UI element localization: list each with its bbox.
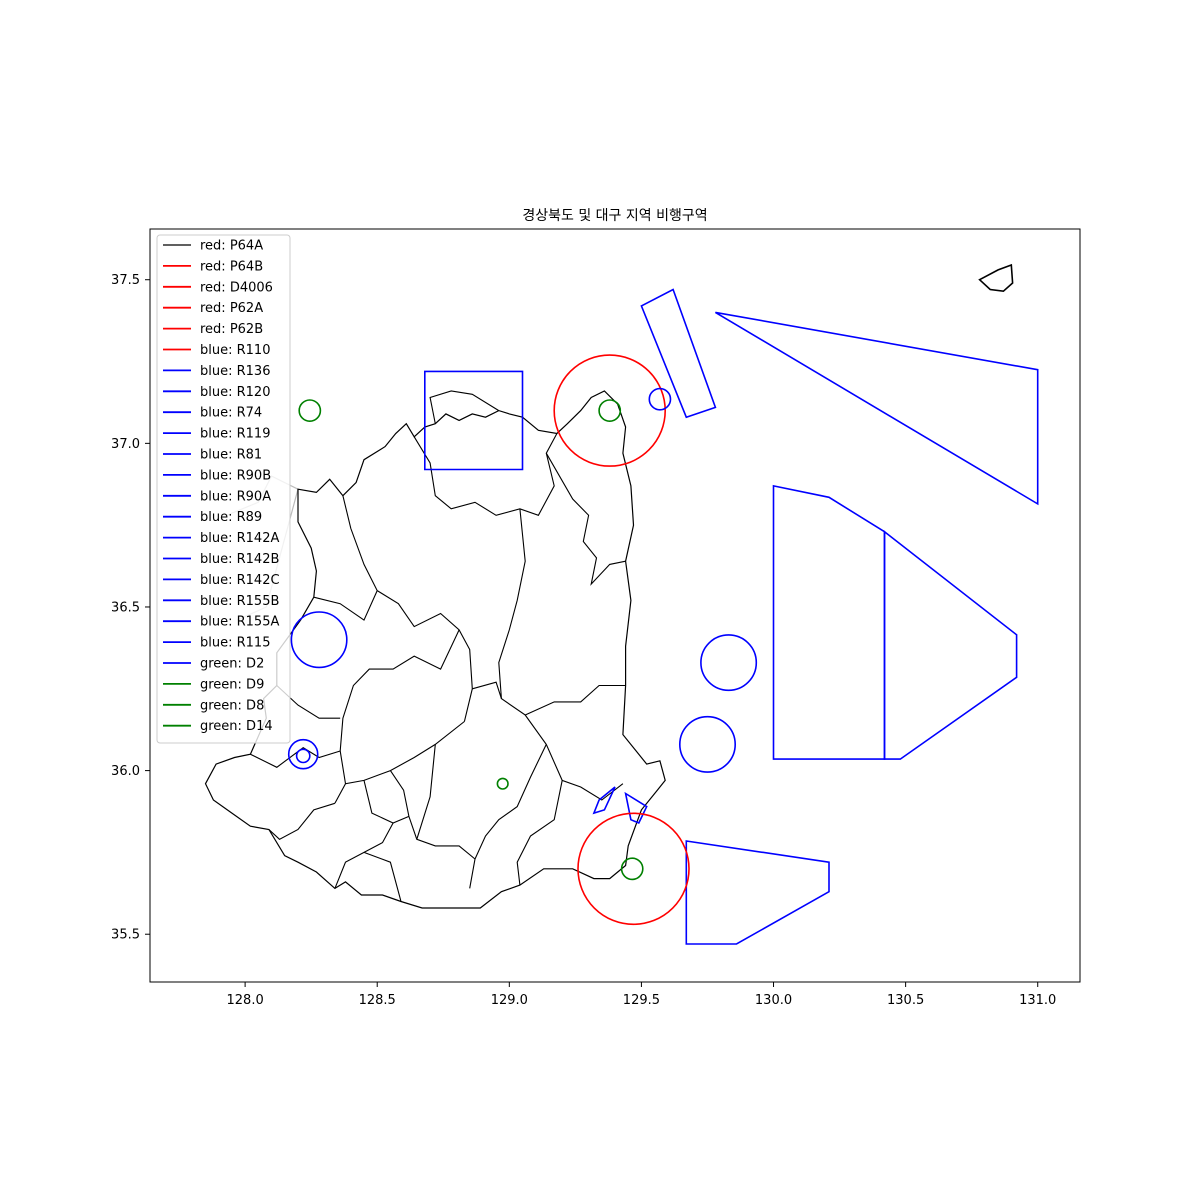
blue-zone-circle xyxy=(678,715,736,773)
district-boundary xyxy=(363,780,410,824)
green-zone-circle xyxy=(620,857,644,881)
y-tick-label: 37.5 xyxy=(111,273,140,288)
y-tick-label: 35.5 xyxy=(111,928,140,943)
blue-zone-polygon xyxy=(685,840,830,945)
legend-label: red: P62B xyxy=(200,322,263,337)
blue-zone-polygon xyxy=(423,370,524,471)
legend-label: green: D9 xyxy=(200,677,264,692)
blue-zone-circle xyxy=(295,748,311,764)
legend-label: red: P64A xyxy=(200,239,263,254)
legend-label: blue: R120 xyxy=(200,385,270,400)
flight-zones xyxy=(287,263,1039,945)
legend-label: blue: R155A xyxy=(200,615,279,630)
y-tick-label: 36.5 xyxy=(111,600,140,615)
x-tick-label: 129.0 xyxy=(491,993,528,1008)
x-tick-label: 128.5 xyxy=(359,993,396,1008)
legend-label: blue: R89 xyxy=(200,510,262,525)
legend-label: green: D2 xyxy=(200,657,264,672)
legend-label: blue: R142C xyxy=(200,573,280,588)
legend-label: red: P64B xyxy=(200,259,263,274)
district-boundary xyxy=(339,629,460,784)
legend-label: blue: R110 xyxy=(200,343,270,358)
legend-label: green: D14 xyxy=(200,719,273,734)
legend-label: blue: R142B xyxy=(200,552,279,567)
green-zone-circle xyxy=(298,399,322,423)
region-boundaries xyxy=(204,390,666,909)
region-outline xyxy=(204,390,666,909)
red-zone-circle xyxy=(577,812,690,926)
legend-label: blue: R90A xyxy=(200,489,271,504)
blue-zone-polygon xyxy=(714,311,1039,506)
district-boundary xyxy=(472,681,502,699)
district-boundary xyxy=(524,714,624,801)
district-boundary xyxy=(413,433,558,516)
district-boundary xyxy=(516,780,563,886)
legend-label: red: D4006 xyxy=(200,280,273,295)
blue-zone-circle xyxy=(287,738,319,770)
plot-area xyxy=(150,229,1080,982)
blue-zone-polygon xyxy=(640,288,717,419)
blue-zone-polygon xyxy=(592,786,616,815)
district-boundary xyxy=(416,744,436,840)
legend-label: blue: R74 xyxy=(200,406,262,421)
x-axis-ticks: 128.0 128.5 129.0 129.5 130.0 130.5 131.0 xyxy=(227,982,1056,1008)
y-tick-label: 37.0 xyxy=(111,437,140,452)
legend-label: blue: R81 xyxy=(200,448,262,463)
legend-box xyxy=(156,234,291,744)
blue-zone-circle xyxy=(648,387,672,411)
legend-label: blue: R90B xyxy=(200,468,271,483)
legend-label: blue: R142A xyxy=(200,531,279,546)
district-boundary xyxy=(342,495,473,722)
map-title: 경상북도 및 대구 지역 비행구역 xyxy=(522,208,707,224)
plot-background xyxy=(150,229,1080,982)
x-tick-label: 129.5 xyxy=(623,993,660,1008)
y-tick-label: 36.0 xyxy=(111,764,140,779)
x-tick-label: 130.0 xyxy=(755,993,792,1008)
district-boundary xyxy=(545,452,626,586)
district-boundary xyxy=(429,390,500,424)
district-boundary xyxy=(250,747,341,768)
legend-label: blue: R119 xyxy=(200,427,270,442)
x-tick-label: 130.5 xyxy=(887,993,924,1008)
legend-label: blue: R136 xyxy=(200,364,270,379)
black-zone-polygon xyxy=(978,263,1014,293)
legend: red: P64A red: P64B red: D4006 red: P62A red… xyxy=(156,234,291,744)
legend-label: blue: R155B xyxy=(200,594,279,609)
blue-zone-circle xyxy=(290,611,348,669)
x-tick-label: 131.0 xyxy=(1019,993,1056,1008)
legend-label: green: D8 xyxy=(200,698,264,713)
district-boundary xyxy=(363,851,402,902)
blue-zone-polygon xyxy=(883,530,1018,760)
legend-label: red: P62A xyxy=(200,301,263,316)
red-zone-circle xyxy=(553,354,667,467)
blue-zone-polygon xyxy=(624,791,648,825)
green-zone-circle xyxy=(598,399,622,423)
blue-zone-circle xyxy=(700,634,758,692)
district-boundary xyxy=(313,590,378,621)
legend-label: blue: R115 xyxy=(200,636,270,651)
plot-border xyxy=(149,228,1081,983)
x-tick-label: 128.0 xyxy=(227,993,264,1008)
green-zone-circle xyxy=(496,777,509,790)
y-axis-ticks: 35.5 36.0 36.5 37.0 37.5 xyxy=(111,273,150,943)
district-boundary xyxy=(268,802,336,840)
